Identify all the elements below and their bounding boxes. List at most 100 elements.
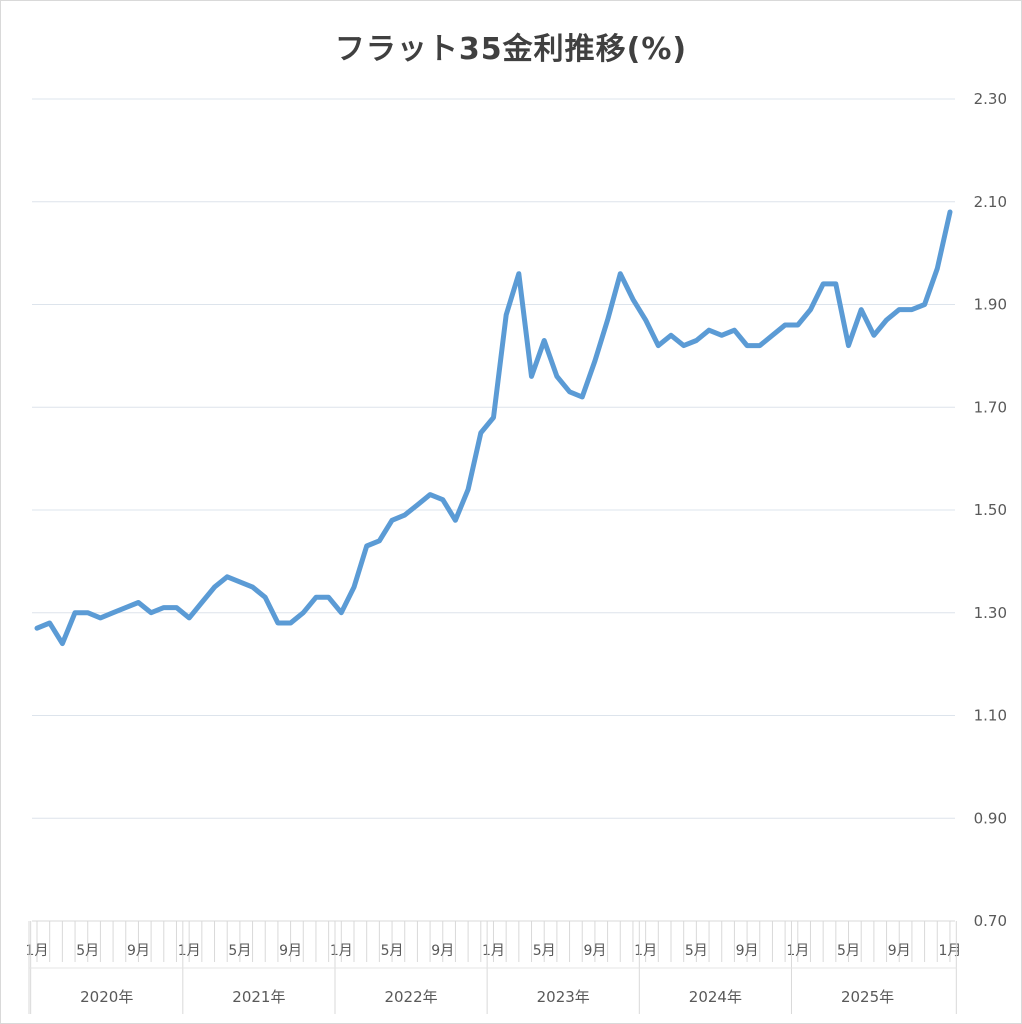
data-point (708, 329, 711, 332)
data-point (682, 344, 685, 347)
y-tick-label: 1.10 (974, 707, 1007, 725)
data-point (568, 390, 571, 393)
data-point (923, 303, 926, 306)
data-point (162, 606, 165, 609)
x-month-label: 5月 (837, 943, 860, 959)
x-year-label: 2025年 (841, 988, 894, 1006)
data-point (441, 498, 444, 501)
x-month-label: 5月 (76, 943, 99, 959)
data-point (860, 308, 863, 311)
data-point (695, 339, 698, 342)
data-point (847, 344, 850, 347)
y-tick-label: 1.90 (974, 296, 1007, 314)
y-axis: 0.70 0.90 1.10 1.30 1.50 1.70 1.90 2.10 2.30 (974, 90, 1007, 930)
data-point (238, 580, 241, 583)
data-point (378, 539, 381, 542)
x-year-label: 2021年 (232, 988, 285, 1006)
x-year-label: 2024年 (689, 988, 742, 1006)
y-tick-label: 2.30 (974, 90, 1007, 108)
series-line (34, 209, 953, 647)
data-point (872, 334, 875, 337)
x-month-label: 1月 (178, 943, 201, 959)
data-point (631, 298, 634, 301)
data-point (124, 606, 127, 609)
y-tick-label: 2.10 (974, 193, 1007, 211)
data-point (746, 344, 749, 347)
data-point (796, 324, 799, 327)
y-tick-label: 0.70 (974, 912, 1007, 930)
x-month-label: 9月 (127, 943, 150, 959)
gridlines (32, 98, 955, 819)
data-point (74, 611, 77, 614)
data-point (137, 601, 140, 604)
data-point (898, 308, 901, 311)
data-point (771, 334, 774, 337)
data-point (276, 622, 279, 625)
data-point (251, 586, 254, 589)
chart-title: フラット35金利推移(%) (334, 32, 688, 67)
data-point (314, 596, 317, 599)
data-point (99, 616, 102, 619)
data-point (327, 596, 330, 599)
data-point (391, 519, 394, 522)
data-point (822, 282, 825, 285)
x-month-label: 9月 (279, 943, 302, 959)
data-point (784, 324, 787, 327)
data-point (36, 627, 39, 630)
y-tick-label: 0.90 (974, 809, 1007, 827)
data-point (581, 395, 584, 398)
data-point (403, 514, 406, 517)
data-point (289, 622, 292, 625)
x-month-label: 9月 (431, 943, 454, 959)
data-point (885, 318, 888, 321)
x-year-label: 2020年 (80, 988, 133, 1006)
data-point (492, 416, 495, 419)
data-point (670, 334, 673, 337)
data-point (948, 211, 951, 214)
y-tick-label: 1.30 (974, 604, 1007, 622)
data-point (619, 272, 622, 275)
data-point (302, 611, 305, 614)
x-month-label: 5月 (685, 943, 708, 959)
x-year-label: 2022年 (384, 988, 437, 1006)
data-point (226, 575, 229, 578)
data-point (505, 313, 508, 316)
data-point (175, 606, 178, 609)
data-point (936, 267, 939, 270)
data-point (910, 308, 913, 311)
data-point (429, 493, 432, 496)
data-point (264, 596, 267, 599)
data-point (834, 282, 837, 285)
y-tick-label: 1.70 (974, 398, 1007, 416)
x-month-label: 9月 (583, 943, 606, 959)
x-month-label: 9月 (888, 943, 911, 959)
x-month-label: 1月 (786, 943, 809, 959)
data-point (86, 611, 89, 614)
data-point (593, 360, 596, 363)
x-month-label: 5月 (228, 943, 251, 959)
x-year-label: 2023年 (537, 988, 590, 1006)
data-point (657, 344, 660, 347)
x-month-label: 9月 (736, 943, 759, 959)
x-month-label: 1月 (634, 943, 657, 959)
data-point (555, 375, 558, 378)
data-point (112, 611, 115, 614)
data-point (150, 611, 153, 614)
x-month-label: 1月 (482, 943, 505, 959)
y-tick-label: 1.50 (974, 501, 1007, 519)
data-point (517, 272, 520, 275)
data-point (720, 334, 723, 337)
series-group (34, 209, 953, 647)
data-point (454, 519, 457, 522)
data-point (213, 586, 216, 589)
data-point (809, 308, 812, 311)
data-point (61, 642, 64, 645)
data-point (644, 318, 647, 321)
data-point (758, 344, 761, 347)
data-point (340, 611, 343, 614)
x-axis: 1月 5月 9月 1月 5月 9月 1月 5月 9月 1月 5月 9月 1月 5月 9月 1月 5月 9月 1月 20… (26, 920, 961, 1014)
data-point (606, 318, 609, 321)
data-point (479, 431, 482, 434)
